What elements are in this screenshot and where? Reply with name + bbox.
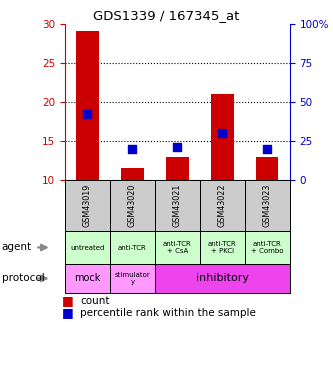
Text: GSM43021: GSM43021 [173, 184, 182, 227]
Text: GSM43019: GSM43019 [83, 184, 92, 227]
Text: ■: ■ [62, 306, 73, 319]
Text: anti-TCR
+ PKCi: anti-TCR + PKCi [208, 241, 237, 254]
Text: untreated: untreated [70, 244, 105, 250]
Text: GSM43020: GSM43020 [128, 184, 137, 227]
Text: agent: agent [2, 243, 32, 252]
Bar [256, 157, 278, 180]
Text: anti-TCR: anti-TCR [118, 244, 147, 250]
Text: GSM43022: GSM43022 [218, 184, 227, 227]
Text: percentile rank within the sample: percentile rank within the sample [80, 308, 256, 318]
Point [220, 130, 225, 136]
Text: GDS1339 / 167345_at: GDS1339 / 167345_at [93, 9, 240, 22]
Text: ■: ■ [62, 294, 73, 307]
Text: protocol: protocol [2, 273, 44, 284]
Text: count: count [80, 296, 110, 306]
Text: inhibitory: inhibitory [196, 273, 249, 284]
Text: mock: mock [74, 273, 101, 284]
Bar [76, 31, 99, 180]
Text: anti-TCR
+ CsA: anti-TCR + CsA [163, 241, 192, 254]
Text: GSM43023: GSM43023 [263, 184, 272, 227]
Text: stimulator
y: stimulator y [115, 272, 150, 285]
Point [175, 144, 180, 150]
Bar [211, 94, 233, 180]
Point [265, 146, 270, 152]
Text: anti-TCR
+ Combo: anti-TCR + Combo [251, 241, 283, 254]
Bar [121, 168, 144, 180]
Bar [166, 157, 188, 180]
Point [130, 146, 135, 152]
Point [85, 111, 90, 117]
